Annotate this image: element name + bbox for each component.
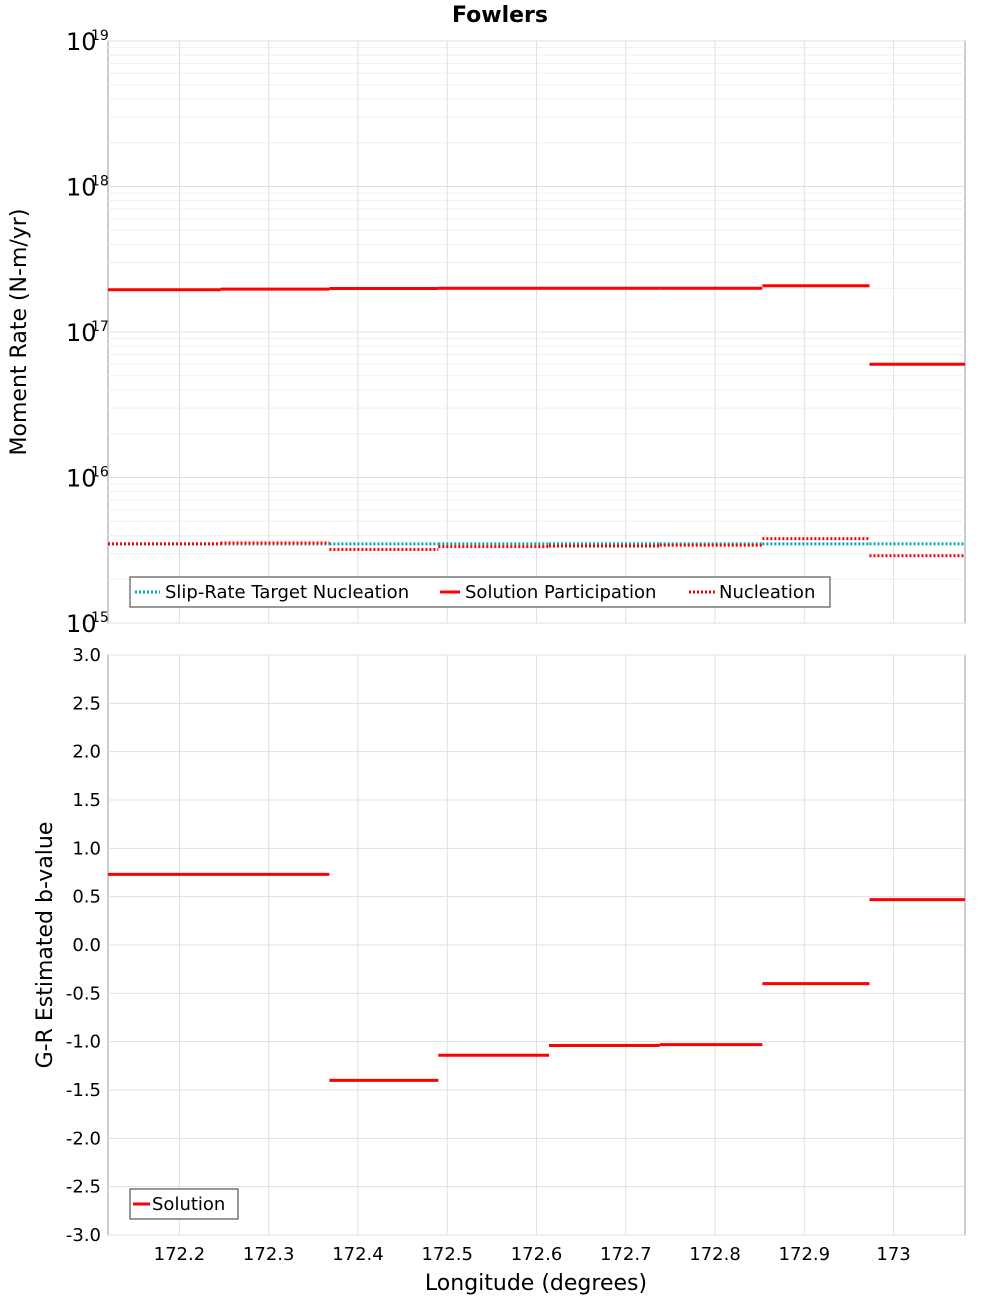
x-tick-label: 172.5: [421, 1244, 473, 1265]
y-tick-exponent: 19: [91, 28, 109, 44]
b-value-y-axis-label: G-R Estimated b-value: [33, 822, 58, 1069]
b-value-legend: Solution: [129, 1188, 239, 1220]
y-tick-base: 10: [66, 319, 97, 347]
y-tick-label: 1.0: [72, 838, 101, 859]
moment-rate-y-axis-label: Moment Rate (N-m/yr): [7, 209, 32, 456]
legend-label-slip-rate-target: Slip-Rate Target Nucleation: [165, 582, 409, 603]
y-tick-base: 10: [66, 610, 97, 638]
x-tick-label: 172.8: [689, 1244, 741, 1265]
y-tick-exponent: 18: [91, 174, 109, 190]
x-tick-label: 172.2: [154, 1244, 206, 1265]
b-value-grid: [108, 654, 965, 1236]
y-tick-label: -2.5: [66, 1177, 101, 1198]
y-tick-label: -0.5: [66, 983, 101, 1004]
moment-rate-legend: Slip-Rate Target Nucleation Solution Par…: [129, 576, 831, 608]
moment-rate-series: [108, 284, 965, 558]
x-tick-label: 173: [876, 1244, 910, 1265]
y-tick-label: 3.0: [72, 645, 101, 666]
y-tick-label: -1.0: [66, 1032, 101, 1053]
b-value-series: [108, 872, 965, 1082]
b-value-y-ticks: 3.0 2.5 2.0 1.5 1.0 0.5 0.0 -0.5 -1.0 -1.5 -2.0 -2.…: [66, 645, 101, 1246]
y-tick-label: 0.5: [72, 887, 101, 908]
x-axis-label: Longitude (degrees): [425, 1271, 647, 1296]
chart-title: Fowlers: [452, 3, 548, 28]
longitude-x-ticks: 172.2 172.3 172.4 172.5 172.6 172.7 172.8 172.9…: [154, 1244, 911, 1265]
x-tick-label: 172.6: [511, 1244, 563, 1265]
y-tick-base: 10: [66, 465, 97, 493]
y-tick-base: 10: [66, 28, 97, 56]
b-value-panel: 3.0 2.5 2.0 1.5 1.0 0.5 0.0 -0.5 -1.0 -1.5 -2.0 -2.…: [33, 645, 966, 1296]
x-tick-label: 172.7: [600, 1244, 652, 1265]
legend-label-nucleation: Nucleation: [719, 582, 815, 603]
series-solution: [108, 872, 965, 1082]
series-nucleation: [108, 537, 965, 558]
y-tick-label: -1.5: [66, 1080, 101, 1101]
series-solution-participation: [108, 284, 965, 366]
y-tick-base: 10: [66, 174, 97, 202]
y-tick-exponent: 15: [91, 610, 109, 626]
legend-label-solution-participation: Solution Participation: [465, 582, 656, 603]
legend-label-solution: Solution: [152, 1194, 225, 1215]
y-tick-label: 0.0: [72, 935, 101, 956]
y-tick-label: 2.5: [72, 693, 101, 714]
y-tick-label: -2.0: [66, 1128, 101, 1149]
y-tick-exponent: 17: [91, 319, 109, 335]
x-tick-label: 172.9: [779, 1244, 831, 1265]
x-tick-label: 172.3: [243, 1244, 295, 1265]
y-tick-label: 1.5: [72, 790, 101, 811]
x-tick-label: 172.4: [332, 1244, 384, 1265]
y-tick-label: 2.0: [72, 742, 101, 763]
y-tick-exponent: 16: [91, 465, 109, 481]
y-tick-label: -3.0: [66, 1225, 101, 1246]
